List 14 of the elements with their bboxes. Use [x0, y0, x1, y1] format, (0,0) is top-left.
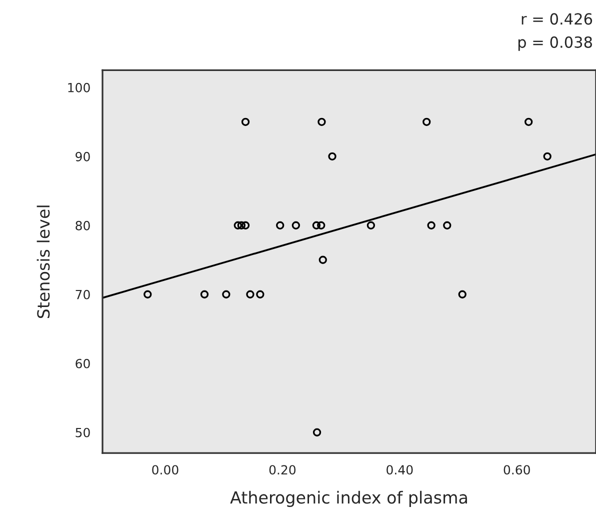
- text: r = 0.426: [522, 13, 592, 25]
- y-tick-label: 80: [76, 220, 90, 230]
- y-axis-title: Stenosis level: [36, 206, 50, 318]
- x-tick-label: 0.40: [386, 465, 413, 475]
- x-axis-title: Atherogenic index of plasma: [230, 490, 467, 507]
- y-tick-label: 50: [76, 428, 90, 438]
- y-tick-label: 100: [68, 82, 90, 92]
- x-tick-label: 0.20: [269, 465, 296, 475]
- y-tick-label: 70: [76, 290, 90, 300]
- x-tick-label: 0.60: [504, 465, 530, 475]
- text: p = 0.038: [518, 36, 592, 51]
- x-tick-label: 0.00: [152, 465, 178, 475]
- y-tick-label: 90: [76, 152, 90, 162]
- y-tick-label: 60: [76, 358, 90, 368]
